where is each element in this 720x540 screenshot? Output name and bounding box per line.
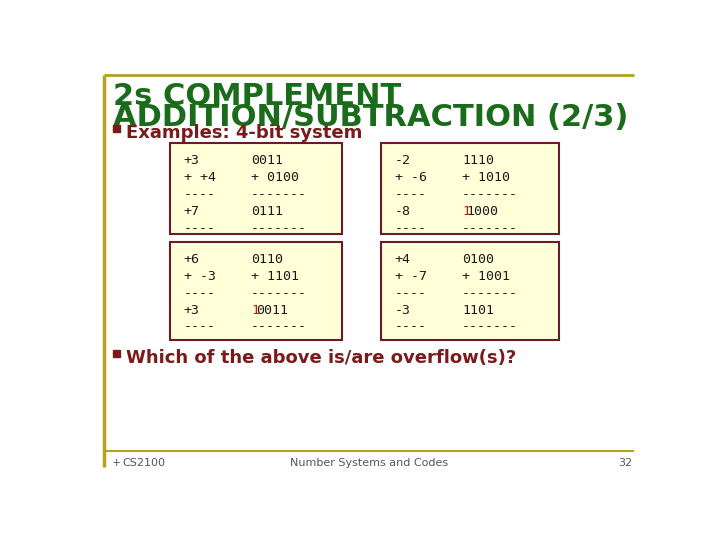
Text: ----: ---- — [395, 222, 426, 235]
Text: CS2100: CS2100 — [122, 457, 166, 468]
Text: +3: +3 — [184, 154, 199, 167]
Text: -------: ------- — [251, 287, 307, 300]
Text: 1: 1 — [251, 303, 259, 316]
Text: +: + — [112, 457, 121, 468]
Text: +7: +7 — [184, 205, 199, 218]
Text: -------: ------- — [251, 222, 307, 235]
Text: ----: ---- — [395, 188, 426, 201]
Text: ----: ---- — [395, 320, 426, 333]
Text: 1000: 1000 — [467, 205, 498, 218]
Text: -8: -8 — [395, 205, 410, 218]
Text: 32: 32 — [618, 457, 632, 468]
Text: 0011: 0011 — [256, 303, 288, 316]
Text: -------: ------- — [251, 320, 307, 333]
Text: Examples: 4-bit system: Examples: 4-bit system — [126, 124, 362, 142]
Text: + -3: + -3 — [184, 269, 216, 282]
Text: +6: +6 — [184, 253, 199, 266]
Text: ADDITION/SUBTRACTION (2/3): ADDITION/SUBTRACTION (2/3) — [113, 103, 629, 132]
Text: -------: ------- — [462, 188, 518, 201]
Text: 2s COMPLEMENT: 2s COMPLEMENT — [113, 82, 402, 111]
Text: ----: ---- — [184, 222, 216, 235]
Text: 0111: 0111 — [251, 205, 283, 218]
Text: -------: ------- — [462, 287, 518, 300]
Text: -------: ------- — [462, 320, 518, 333]
Text: ----: ---- — [184, 320, 216, 333]
Text: + 1001: + 1001 — [462, 269, 510, 282]
FancyBboxPatch shape — [170, 242, 342, 340]
FancyBboxPatch shape — [381, 242, 559, 340]
Text: + -7: + -7 — [395, 269, 426, 282]
FancyBboxPatch shape — [170, 143, 342, 234]
Text: 0110: 0110 — [251, 253, 283, 266]
Text: ----: ---- — [395, 287, 426, 300]
Text: -------: ------- — [462, 222, 518, 235]
Text: -2: -2 — [395, 154, 410, 167]
Text: -------: ------- — [251, 188, 307, 201]
Text: +3: +3 — [184, 303, 199, 316]
Text: + -6: + -6 — [395, 171, 426, 184]
Text: 0011: 0011 — [251, 154, 283, 167]
Text: 1: 1 — [462, 205, 470, 218]
Bar — [113, 125, 120, 132]
Text: + +4: + +4 — [184, 171, 216, 184]
Text: Number Systems and Codes: Number Systems and Codes — [290, 457, 448, 468]
FancyBboxPatch shape — [381, 143, 559, 234]
Text: 0100: 0100 — [462, 253, 494, 266]
Text: + 1101: + 1101 — [251, 269, 300, 282]
Text: +4: +4 — [395, 253, 410, 266]
Text: 1101: 1101 — [462, 303, 494, 316]
Text: -3: -3 — [395, 303, 410, 316]
Text: ----: ---- — [184, 188, 216, 201]
Bar — [113, 350, 120, 356]
Text: + 1010: + 1010 — [462, 171, 510, 184]
Text: ----: ---- — [184, 287, 216, 300]
Text: Which of the above is/are overflow(s)?: Which of the above is/are overflow(s)? — [126, 349, 516, 367]
Text: 1110: 1110 — [462, 154, 494, 167]
Text: + 0100: + 0100 — [251, 171, 300, 184]
